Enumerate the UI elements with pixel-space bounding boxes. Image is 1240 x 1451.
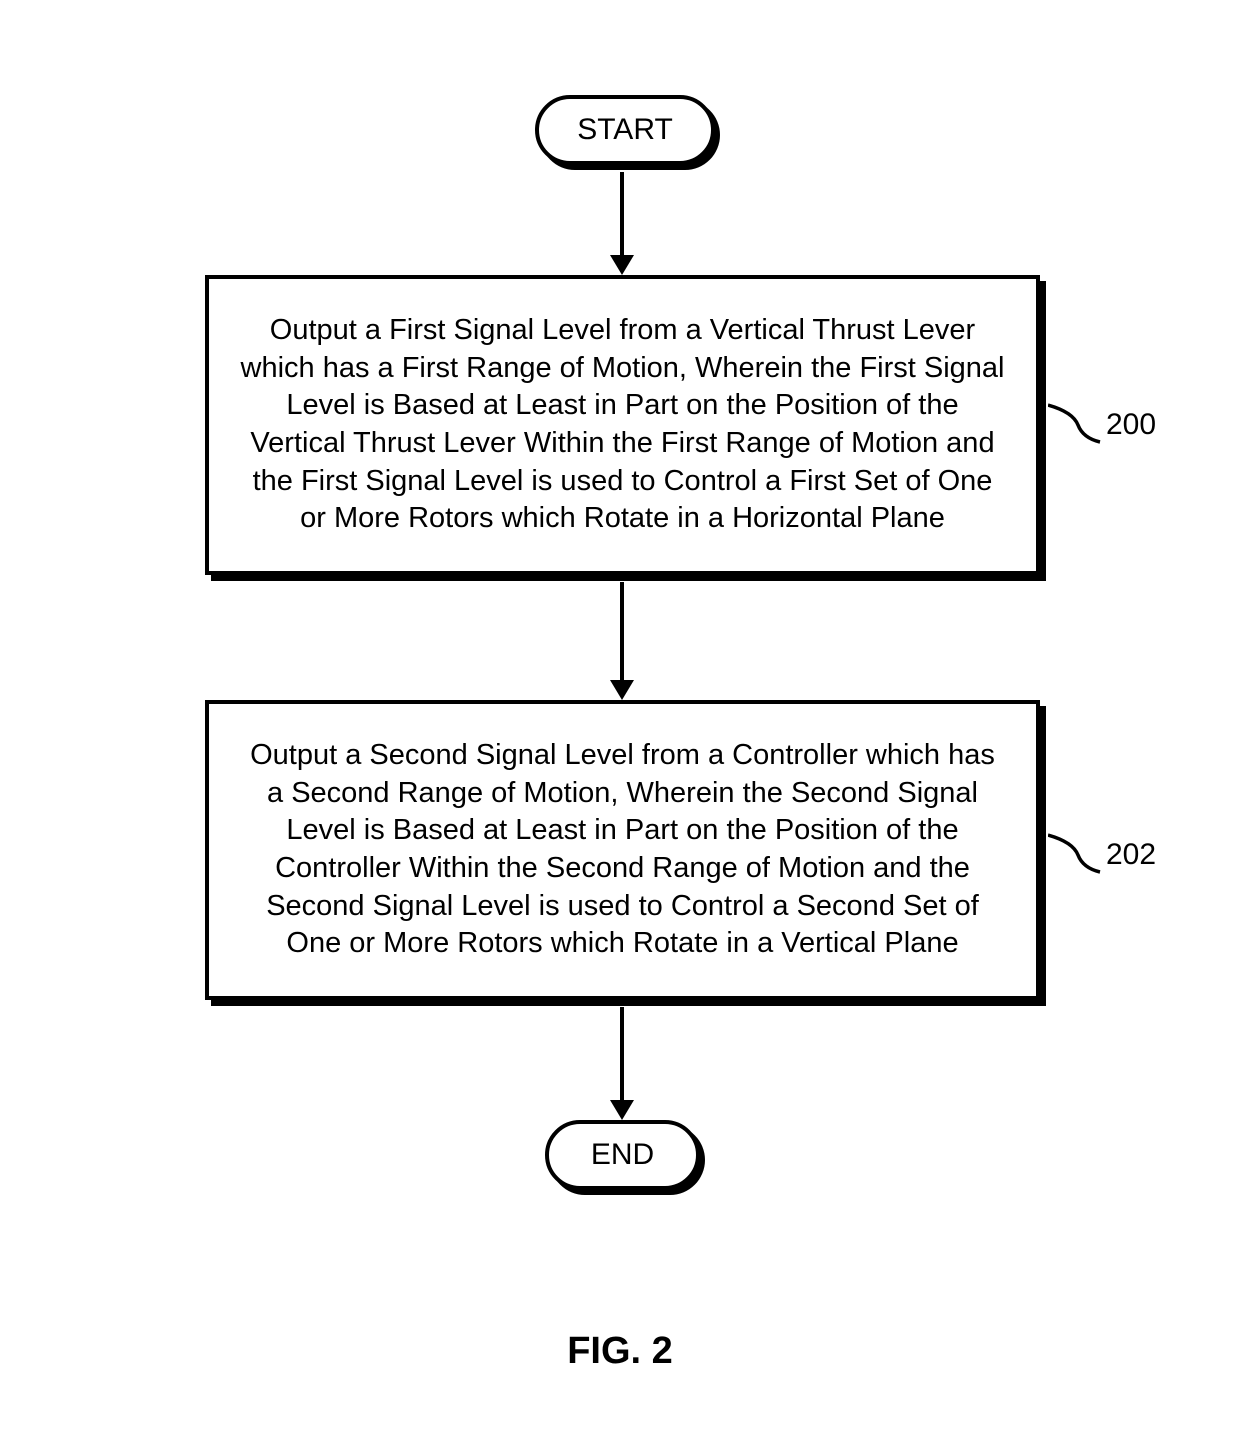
- start-node: START: [535, 95, 715, 165]
- step1-node: Output a First Signal Level from a Verti…: [205, 275, 1040, 575]
- ref-200: 200: [1048, 400, 1156, 450]
- end-node: END: [545, 1120, 700, 1190]
- ref-200-curve: [1048, 400, 1103, 450]
- figure-label: FIG. 2: [567, 1330, 673, 1373]
- arrow-1-line: [620, 172, 624, 260]
- start-label: START: [577, 113, 673, 147]
- ref-202-number: 202: [1106, 838, 1156, 872]
- ref-202-curve: [1048, 830, 1103, 880]
- arrow-2-head: [610, 680, 634, 700]
- figure-label-text: FIG. 2: [567, 1330, 673, 1372]
- step2-node: Output a Second Signal Level from a Cont…: [205, 700, 1040, 1000]
- ref-202: 202: [1048, 830, 1156, 880]
- arrow-3-line: [620, 1007, 624, 1102]
- step2-label: Output a Second Signal Level from a Cont…: [239, 737, 1006, 963]
- flowchart-container: START Output a First Signal Level from a…: [0, 0, 1240, 1451]
- end-label: END: [591, 1138, 654, 1172]
- arrow-2-line: [620, 582, 624, 682]
- arrow-1-head: [610, 255, 634, 275]
- step1-label: Output a First Signal Level from a Verti…: [239, 312, 1006, 538]
- ref-200-number: 200: [1106, 408, 1156, 442]
- arrow-3-head: [610, 1100, 634, 1120]
